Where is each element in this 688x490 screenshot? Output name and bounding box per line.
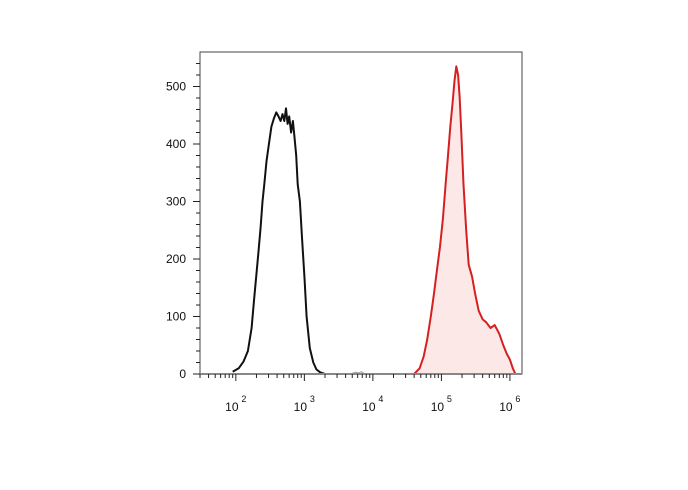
x-tick-exponent: 3 — [310, 394, 315, 404]
x-tick-label: 10 — [431, 400, 445, 414]
x-tick-label: 10 — [294, 400, 308, 414]
x-tick-label: 10 — [499, 400, 513, 414]
series-layer — [200, 65, 522, 375]
x-tick-label: 10 — [362, 400, 376, 414]
x-tick-base: 10 — [362, 400, 376, 414]
x-tick-label: 10 — [225, 400, 239, 414]
series-0-line — [232, 107, 326, 375]
x-tick-base: 10 — [294, 400, 308, 414]
x-tick-exponent: 5 — [447, 394, 452, 404]
y-tick-label: 500 — [166, 80, 186, 94]
x-tick-exponent: 2 — [241, 394, 246, 404]
y-tick-label: 300 — [166, 195, 186, 209]
y-tick-label: 100 — [166, 310, 186, 324]
x-tick-exponent: 4 — [378, 394, 383, 404]
minor-trace-line — [352, 371, 365, 374]
x-tick-exponent: 6 — [515, 394, 520, 404]
y-tick-label: 400 — [166, 137, 186, 151]
y-tick-label: 200 — [166, 252, 186, 266]
x-tick-base: 10 — [431, 400, 445, 414]
x-tick-base: 10 — [225, 400, 239, 414]
y-tick-label: 0 — [179, 367, 186, 381]
x-tick-base: 10 — [499, 400, 513, 414]
series-1-line — [413, 65, 517, 375]
y-axis: 0 100 200 300 400 500 — [166, 63, 200, 381]
